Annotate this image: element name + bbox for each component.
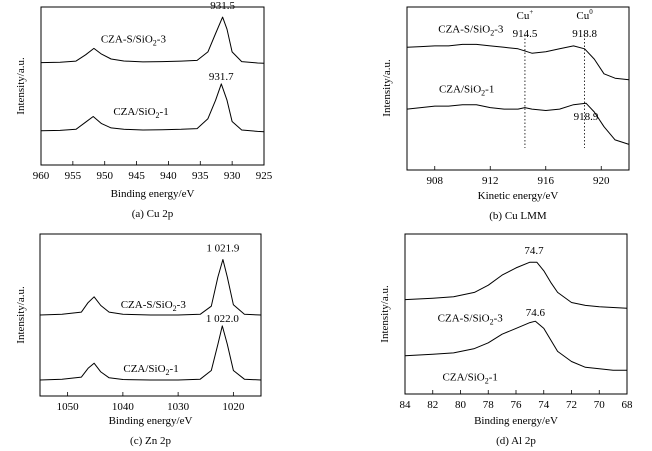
series-line-cza-sio2-1 — [40, 83, 265, 133]
x-tick-label: 80 — [455, 399, 467, 411]
x-ticks: 908 912 916 920 — [427, 166, 610, 187]
x-tick-label: 72 — [566, 399, 577, 411]
series-line-cza-s-sio2-3 — [406, 43, 630, 81]
x-tick-label: 78 — [483, 399, 495, 411]
y-axis-title: Intensity/a.u. — [15, 57, 27, 115]
y-axis-title: Intensity/a.u. — [15, 286, 27, 344]
series-label: CZA-S/SiO2-3 — [438, 312, 504, 326]
x-ticks: 84 82 80 78 76 74 72 70 68 — [400, 390, 634, 411]
x-tick-label: 960 — [33, 170, 50, 182]
x-axis-title: Binding energy/eV — [111, 188, 195, 200]
x-tick-label: 945 — [128, 170, 145, 182]
x-tick-label: 950 — [96, 170, 113, 182]
x-tick-label: 70 — [594, 399, 606, 411]
x-tick-label: 935 — [192, 170, 209, 182]
x-tick-label: 76 — [511, 399, 523, 411]
x-tick-label: 925 — [256, 170, 273, 182]
panel-zn-2p: Intensity/a.u. Binding energy/eV (c) Zn … — [15, 233, 262, 447]
series-line-cza-s-sio2-3 — [404, 261, 628, 309]
series-line-cza-s-sio2-3 — [40, 16, 265, 64]
y-axis-title: Intensity/a.u. — [381, 59, 393, 117]
panel-al-2p: Intensity/a.u. Binding energy/eV (d) Al … — [379, 233, 634, 447]
panel-cu-2p: Intensity/a.u. Binding energy/eV (a) Cu … — [15, 0, 273, 220]
x-tick-label: 84 — [400, 399, 412, 411]
x-tick-label: 68 — [622, 399, 634, 411]
peak-value-label: 1 022.0 — [206, 313, 240, 325]
x-ticks: 960 955 950 945 940 935 930 925 — [33, 161, 273, 182]
annotation-layer: Cu+ 914.5 Cu0 918.8 918.9 — [513, 8, 599, 123]
x-tick-label: 912 — [482, 175, 499, 187]
series-layer: CZA-S/SiO2-3 CZA/SiO2-1 — [40, 16, 265, 133]
peak-value-label: 74.7 — [524, 245, 544, 257]
series-line-cza-sio2-1 — [39, 325, 262, 381]
panel-caption: (c) Zn 2p — [130, 435, 171, 447]
peak-value-label: 74.6 — [526, 307, 546, 319]
x-tick-label: 1020 — [222, 401, 245, 413]
plot-frame — [406, 6, 630, 171]
series-label: CZA/SiO2-1 — [443, 371, 498, 385]
x-tick-label: 930 — [224, 170, 241, 182]
plot-frame — [40, 6, 265, 166]
x-axis-title: Binding energy/eV — [109, 415, 193, 427]
x-tick-label: 82 — [427, 399, 438, 411]
panel-caption: (a) Cu 2p — [132, 208, 174, 220]
x-tick-label: 1040 — [112, 401, 135, 413]
series-label: CZA-S/SiO2-3 — [121, 299, 187, 313]
series-label: CZA/SiO2-1 — [113, 106, 168, 120]
x-ticks: 1050 1040 1030 1020 — [57, 392, 245, 413]
panel-caption: (b) Cu LMM — [489, 210, 547, 222]
peak-value-label: 918.9 — [574, 111, 599, 123]
x-tick-label: 1050 — [57, 401, 80, 413]
series-line-cza-sio2-1 — [406, 102, 630, 145]
species-label: Cu0 — [576, 8, 593, 22]
x-axis-title: Binding energy/eV — [474, 415, 558, 427]
panel-caption: (d) Al 2p — [496, 435, 536, 447]
annotation-layer: 74.7 74.6 — [524, 245, 545, 319]
guide-lines — [524, 35, 585, 148]
series-label: CZA-S/SiO2-3 — [438, 23, 504, 37]
series-label: CZA-S/SiO2-3 — [101, 33, 167, 47]
x-tick-label: 1030 — [167, 401, 190, 413]
series-layer: CZA-S/SiO2-3 CZA/SiO2-1 — [406, 23, 630, 145]
annotation-layer: 1 021.9 1 022.0 — [206, 243, 240, 325]
x-axis-title: Kinetic energy/eV — [478, 190, 559, 202]
x-tick-label: 916 — [538, 175, 555, 187]
x-tick-label: 955 — [65, 170, 82, 182]
peak-value-label: 1 021.9 — [206, 243, 240, 255]
series-layer: CZA-S/SiO2-3 CZA/SiO2-1 — [39, 259, 262, 381]
peak-value-label: 914.5 — [513, 28, 538, 40]
x-tick-label: 920 — [593, 175, 610, 187]
annotation-layer: 931.5 931.7 — [209, 0, 236, 83]
series-label: CZA/SiO2-1 — [439, 84, 494, 98]
x-tick-label: 74 — [538, 399, 550, 411]
x-tick-label: 908 — [427, 175, 444, 187]
x-tick-label: 940 — [160, 170, 177, 182]
species-label: Cu+ — [517, 8, 534, 22]
series-layer: CZA-S/SiO2-3 CZA/SiO2-1 — [404, 261, 628, 385]
peak-value-label: 931.7 — [209, 71, 234, 83]
y-axis-title: Intensity/a.u. — [379, 285, 391, 343]
series-label: CZA/SiO2-1 — [123, 363, 178, 377]
peak-value-label: 931.5 — [210, 0, 235, 12]
peak-value-label: 918.8 — [572, 28, 597, 40]
panel-cu-lmm: Intensity/a.u. Kinetic energy/eV (b) Cu … — [381, 6, 630, 222]
series-line-cza-sio2-1 — [404, 320, 627, 371]
series-line-cza-s-sio2-3 — [39, 259, 262, 316]
